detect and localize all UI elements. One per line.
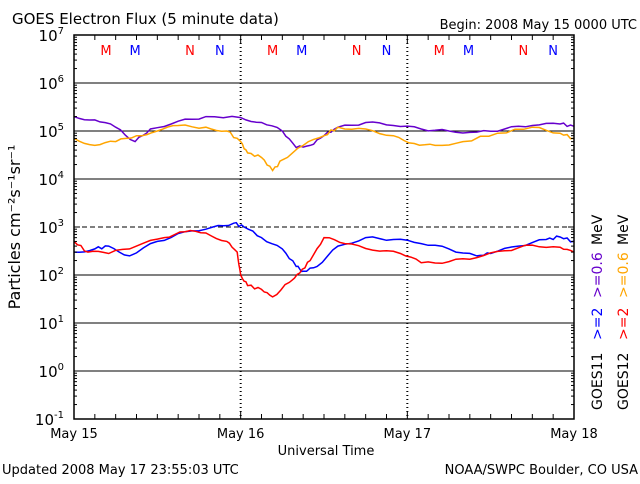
y-tick-label: 107 xyxy=(39,26,64,45)
credit: NOAA/SWPC Boulder, CO USA xyxy=(445,463,638,478)
mn-marker: M xyxy=(130,44,141,59)
y-axis: 107 106 105 104 103 102 101 100 10-1 xyxy=(35,26,574,429)
legend-goes12-2mev: >=2 xyxy=(616,308,632,340)
x-tick-label: May 16 xyxy=(217,427,265,442)
legend-goes11: GOES11 >=2 >=0.6 MeV xyxy=(590,214,606,410)
legend-goes12-sat: GOES12 xyxy=(616,353,632,410)
mn-marker: N xyxy=(382,44,392,59)
series-line-goes12-0-6-mev xyxy=(73,124,575,172)
y-tick-label: 106 xyxy=(39,74,64,93)
mn-marker: M xyxy=(463,44,474,59)
mn-marker: N xyxy=(185,44,195,59)
legend-goes12-06mev: >=0.6 xyxy=(616,252,632,298)
mn-marker: N xyxy=(548,44,558,59)
x-tick-label: May 17 xyxy=(384,427,432,442)
x-tick-label: May 15 xyxy=(50,427,98,442)
legend-goes11-sat: GOES11 xyxy=(590,353,606,410)
y-tick-label: 105 xyxy=(39,122,64,141)
y-tick-label: 100 xyxy=(39,362,64,381)
y-tick-label: 104 xyxy=(39,170,64,189)
series-line-goes11-2-mev xyxy=(73,221,575,273)
y-tick-label: 101 xyxy=(39,314,64,333)
series-line-goes11-0-6-mev xyxy=(73,115,575,149)
y-tick-label: 10-1 xyxy=(35,410,64,429)
mn-marker: M xyxy=(296,44,307,59)
y-tick-label: 103 xyxy=(39,218,64,237)
legend-goes12-unit: MeV xyxy=(616,214,632,245)
series-line-goes12-2-mev xyxy=(73,229,575,298)
chart-title: GOES Electron Flux (5 minute data) xyxy=(12,10,279,28)
y-tick-label: 102 xyxy=(39,266,64,285)
x-axis-label: Universal Time xyxy=(278,444,375,459)
mn-marker: N xyxy=(518,44,528,59)
begin-time: Begin: 2008 May 15 0000 UTC xyxy=(440,18,637,33)
mn-marker: M xyxy=(267,44,278,59)
x-axis: May 15 May 16 May 17 May 18 xyxy=(50,35,598,442)
grid xyxy=(74,35,574,419)
updated-time: Updated 2008 May 17 23:55:03 UTC xyxy=(2,463,239,478)
legend-goes12: GOES12 >=2 >=0.6 MeV xyxy=(616,214,632,410)
legend-goes11-unit: MeV xyxy=(590,214,606,245)
y-axis-label: Particles cm⁻²s⁻¹sr⁻¹ xyxy=(5,145,24,310)
mn-marker: M xyxy=(434,44,445,59)
legend-goes11-06mev: >=0.6 xyxy=(590,252,606,298)
legend-goes11-2mev: >=2 xyxy=(590,308,606,340)
mn-marker: N xyxy=(352,44,362,59)
x-tick-label: May 18 xyxy=(550,427,598,442)
mn-marker: M xyxy=(100,44,111,59)
series-group xyxy=(73,115,575,298)
mn-marker: N xyxy=(215,44,225,59)
